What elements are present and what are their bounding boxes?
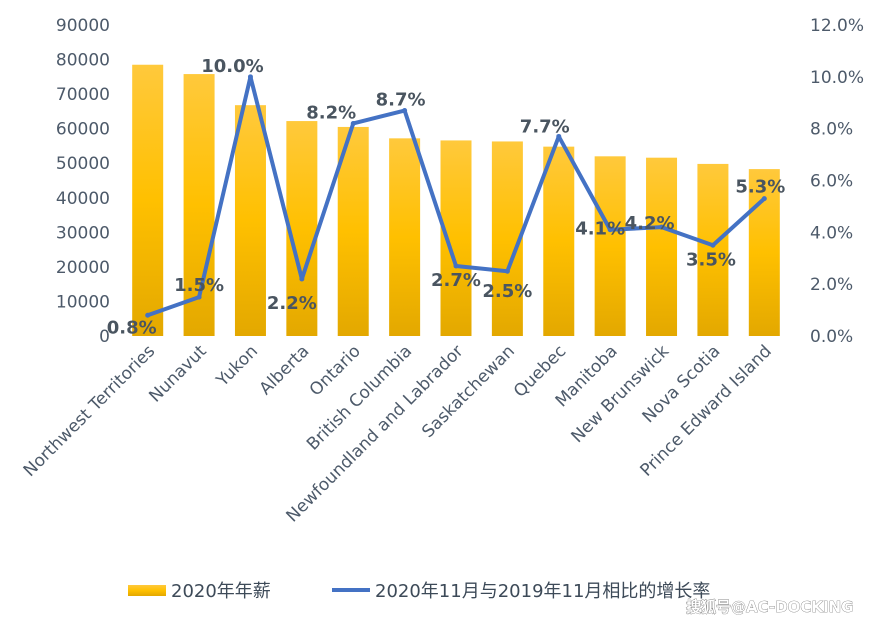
right-axis-tick-3: 6.0% bbox=[810, 172, 853, 192]
legend: 2020年年薪 2020年11月与2019年11月相比的增长率 bbox=[128, 581, 710, 602]
line-point-8 bbox=[556, 133, 562, 139]
left-axis-tick-0: 0 bbox=[99, 327, 110, 347]
line-point-3 bbox=[299, 276, 305, 282]
left-axis-tick-8: 80000 bbox=[56, 51, 110, 71]
line-point-5 bbox=[402, 108, 408, 114]
line-point-2 bbox=[247, 74, 253, 80]
legend-line-label: 2020年11月与2019年11月相比的增长率 bbox=[375, 581, 710, 602]
data-label-6: 2.7% bbox=[431, 270, 481, 291]
data-label-12: 5.3% bbox=[735, 177, 785, 198]
data-label-8: 7.7% bbox=[520, 116, 570, 137]
data-label-2: 10.0% bbox=[201, 56, 263, 77]
line-point-4 bbox=[350, 120, 356, 126]
bar-5 bbox=[389, 138, 421, 336]
category-label-1: Nunavut bbox=[145, 341, 210, 406]
data-label-5: 8.7% bbox=[376, 90, 426, 111]
left-axis-tick-2: 20000 bbox=[56, 258, 110, 278]
data-label-1: 1.5% bbox=[174, 275, 224, 296]
left-axis-tick-3: 30000 bbox=[56, 223, 110, 243]
data-label-0: 0.8% bbox=[107, 317, 157, 338]
data-label-10: 4.2% bbox=[625, 213, 675, 234]
category-label-3: Alberta bbox=[256, 341, 314, 399]
line-point-12 bbox=[761, 196, 767, 202]
category-label-7: Saskatchewan bbox=[418, 341, 519, 442]
watermark: 搜狐号@AC-DOCKING bbox=[686, 598, 853, 616]
line-point-11 bbox=[710, 242, 716, 248]
right-axis-tick-1: 2.0% bbox=[810, 275, 853, 295]
left-axis-tick-4: 40000 bbox=[56, 189, 110, 209]
right-axis-tick-6: 12.0% bbox=[810, 16, 864, 36]
line-point-0 bbox=[145, 312, 151, 318]
data-label-11: 3.5% bbox=[686, 249, 736, 270]
data-label-4: 8.2% bbox=[306, 102, 356, 123]
left-axis-tick-9: 90000 bbox=[56, 16, 110, 36]
right-axis-tick-4: 8.0% bbox=[810, 120, 853, 140]
right-axis-tick-0: 0.0% bbox=[810, 327, 853, 347]
bar-8 bbox=[543, 146, 575, 336]
line-data-labels: 0.8% 1.5% 10.0% 2.2% 8.2% 8.7% 2.7%2.5% 7.7% 4.1… bbox=[107, 56, 786, 338]
line-point-1 bbox=[196, 294, 202, 300]
bar-2 bbox=[234, 105, 266, 336]
line-point-7 bbox=[504, 268, 510, 274]
left-axis-tick-1: 10000 bbox=[56, 292, 110, 312]
left-axis-tick-7: 70000 bbox=[56, 85, 110, 105]
line-point-9 bbox=[607, 227, 613, 233]
bar-11 bbox=[697, 163, 729, 336]
data-label-3: 2.2% bbox=[267, 293, 317, 314]
left-axis-tick-5: 50000 bbox=[56, 154, 110, 174]
category-label-0: Northwest Territories bbox=[20, 341, 160, 481]
bar-4 bbox=[337, 126, 369, 336]
legend-bar-label: 2020年年薪 bbox=[171, 581, 271, 602]
right-axis-ticks: 0.0% 2.0% 4.0% 6.0% 8.0% 10.0% 12.0% bbox=[810, 16, 864, 347]
left-axis-ticks: 0 10000 20000 30000 40000 50000 60000 70000 8000… bbox=[56, 16, 110, 347]
line-point-6 bbox=[453, 263, 459, 269]
left-axis-tick-6: 60000 bbox=[56, 120, 110, 140]
bar-0 bbox=[132, 64, 164, 337]
data-label-9: 4.1% bbox=[575, 219, 625, 240]
bar-3 bbox=[286, 121, 318, 336]
bar-10 bbox=[646, 157, 678, 336]
line-series-group bbox=[145, 74, 767, 318]
legend-bar-swatch bbox=[128, 585, 166, 596]
data-label-7: 2.5% bbox=[482, 281, 532, 302]
right-axis-tick-5: 10.0% bbox=[810, 68, 864, 88]
bar-9 bbox=[594, 156, 626, 336]
line-point-10 bbox=[659, 224, 665, 230]
bars-group bbox=[132, 64, 780, 337]
right-axis-tick-2: 4.0% bbox=[810, 223, 853, 243]
category-label-2: Yukon bbox=[212, 341, 262, 391]
